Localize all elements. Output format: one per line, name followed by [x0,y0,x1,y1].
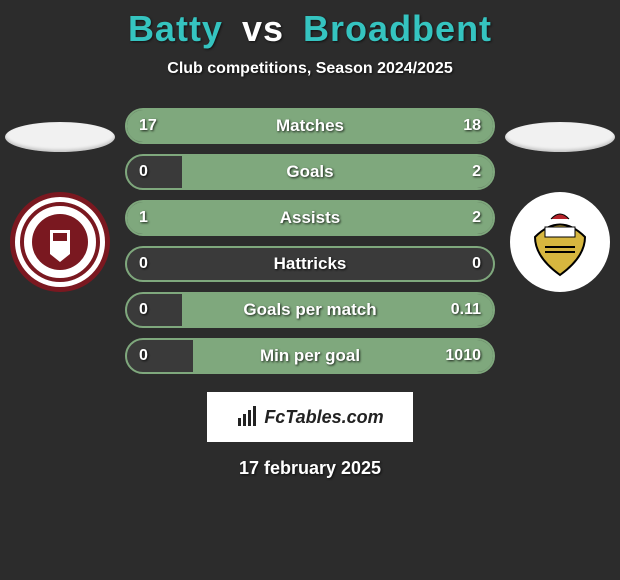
stat-value-right: 2 [472,202,481,234]
stat-label: Hattricks [127,248,493,280]
footer-logo: FcTables.com [207,392,413,442]
stat-label: Goals per match [127,294,493,326]
stat-value-left: 0 [139,248,148,280]
stat-row: Hattricks0 0 [125,246,495,282]
stat-row: Min per goal0 1010 [125,338,495,374]
club-badge-right [510,192,610,292]
stat-value-right: 0.11 [451,294,481,326]
comparison-card: Batty vs Broadbent Club competitions, Se… [0,0,620,580]
club-badge-left [10,192,110,292]
stat-value-right: 18 [463,110,481,142]
stat-label: Min per goal [127,340,493,372]
stat-value-left: 1 [139,202,148,234]
stat-row: Goals0 2 [125,154,495,190]
stat-row: Assists1 2 [125,200,495,236]
chart-icon [236,406,258,428]
stat-row: Matches17 18 [125,108,495,144]
stat-rows: Matches1718Goals02Assists12Hattricks00Go… [125,108,495,374]
stat-value-left: 0 [139,340,148,372]
footer-logo-text: FcTables.com [264,407,383,428]
club-crest-left-icon [20,202,100,282]
stat-label: Goals [127,156,493,188]
footer-date: 17 february 2025 [239,458,381,479]
title-vs: vs [242,8,284,49]
stat-value-left: 17 [139,110,157,142]
stat-label: Matches [127,110,493,142]
player-right-name: Broadbent [303,8,492,49]
player-right-avatar-placeholder [505,122,615,152]
player-left-block [0,122,120,292]
stat-value-right: 0 [472,248,481,280]
player-left-avatar-placeholder [5,122,115,152]
subtitle: Club competitions, Season 2024/2025 [167,60,452,78]
player-right-block [500,122,620,292]
stat-value-right: 1010 [445,340,481,372]
stat-row: Goals per match0 0.11 [125,292,495,328]
stat-label: Assists [127,202,493,234]
player-left-name: Batty [128,8,223,49]
title: Batty vs Broadbent [128,8,492,50]
stat-value-left: 0 [139,294,148,326]
stat-value-left: 0 [139,156,148,188]
club-crest-right-icon [515,197,605,287]
stat-value-right: 2 [472,156,481,188]
